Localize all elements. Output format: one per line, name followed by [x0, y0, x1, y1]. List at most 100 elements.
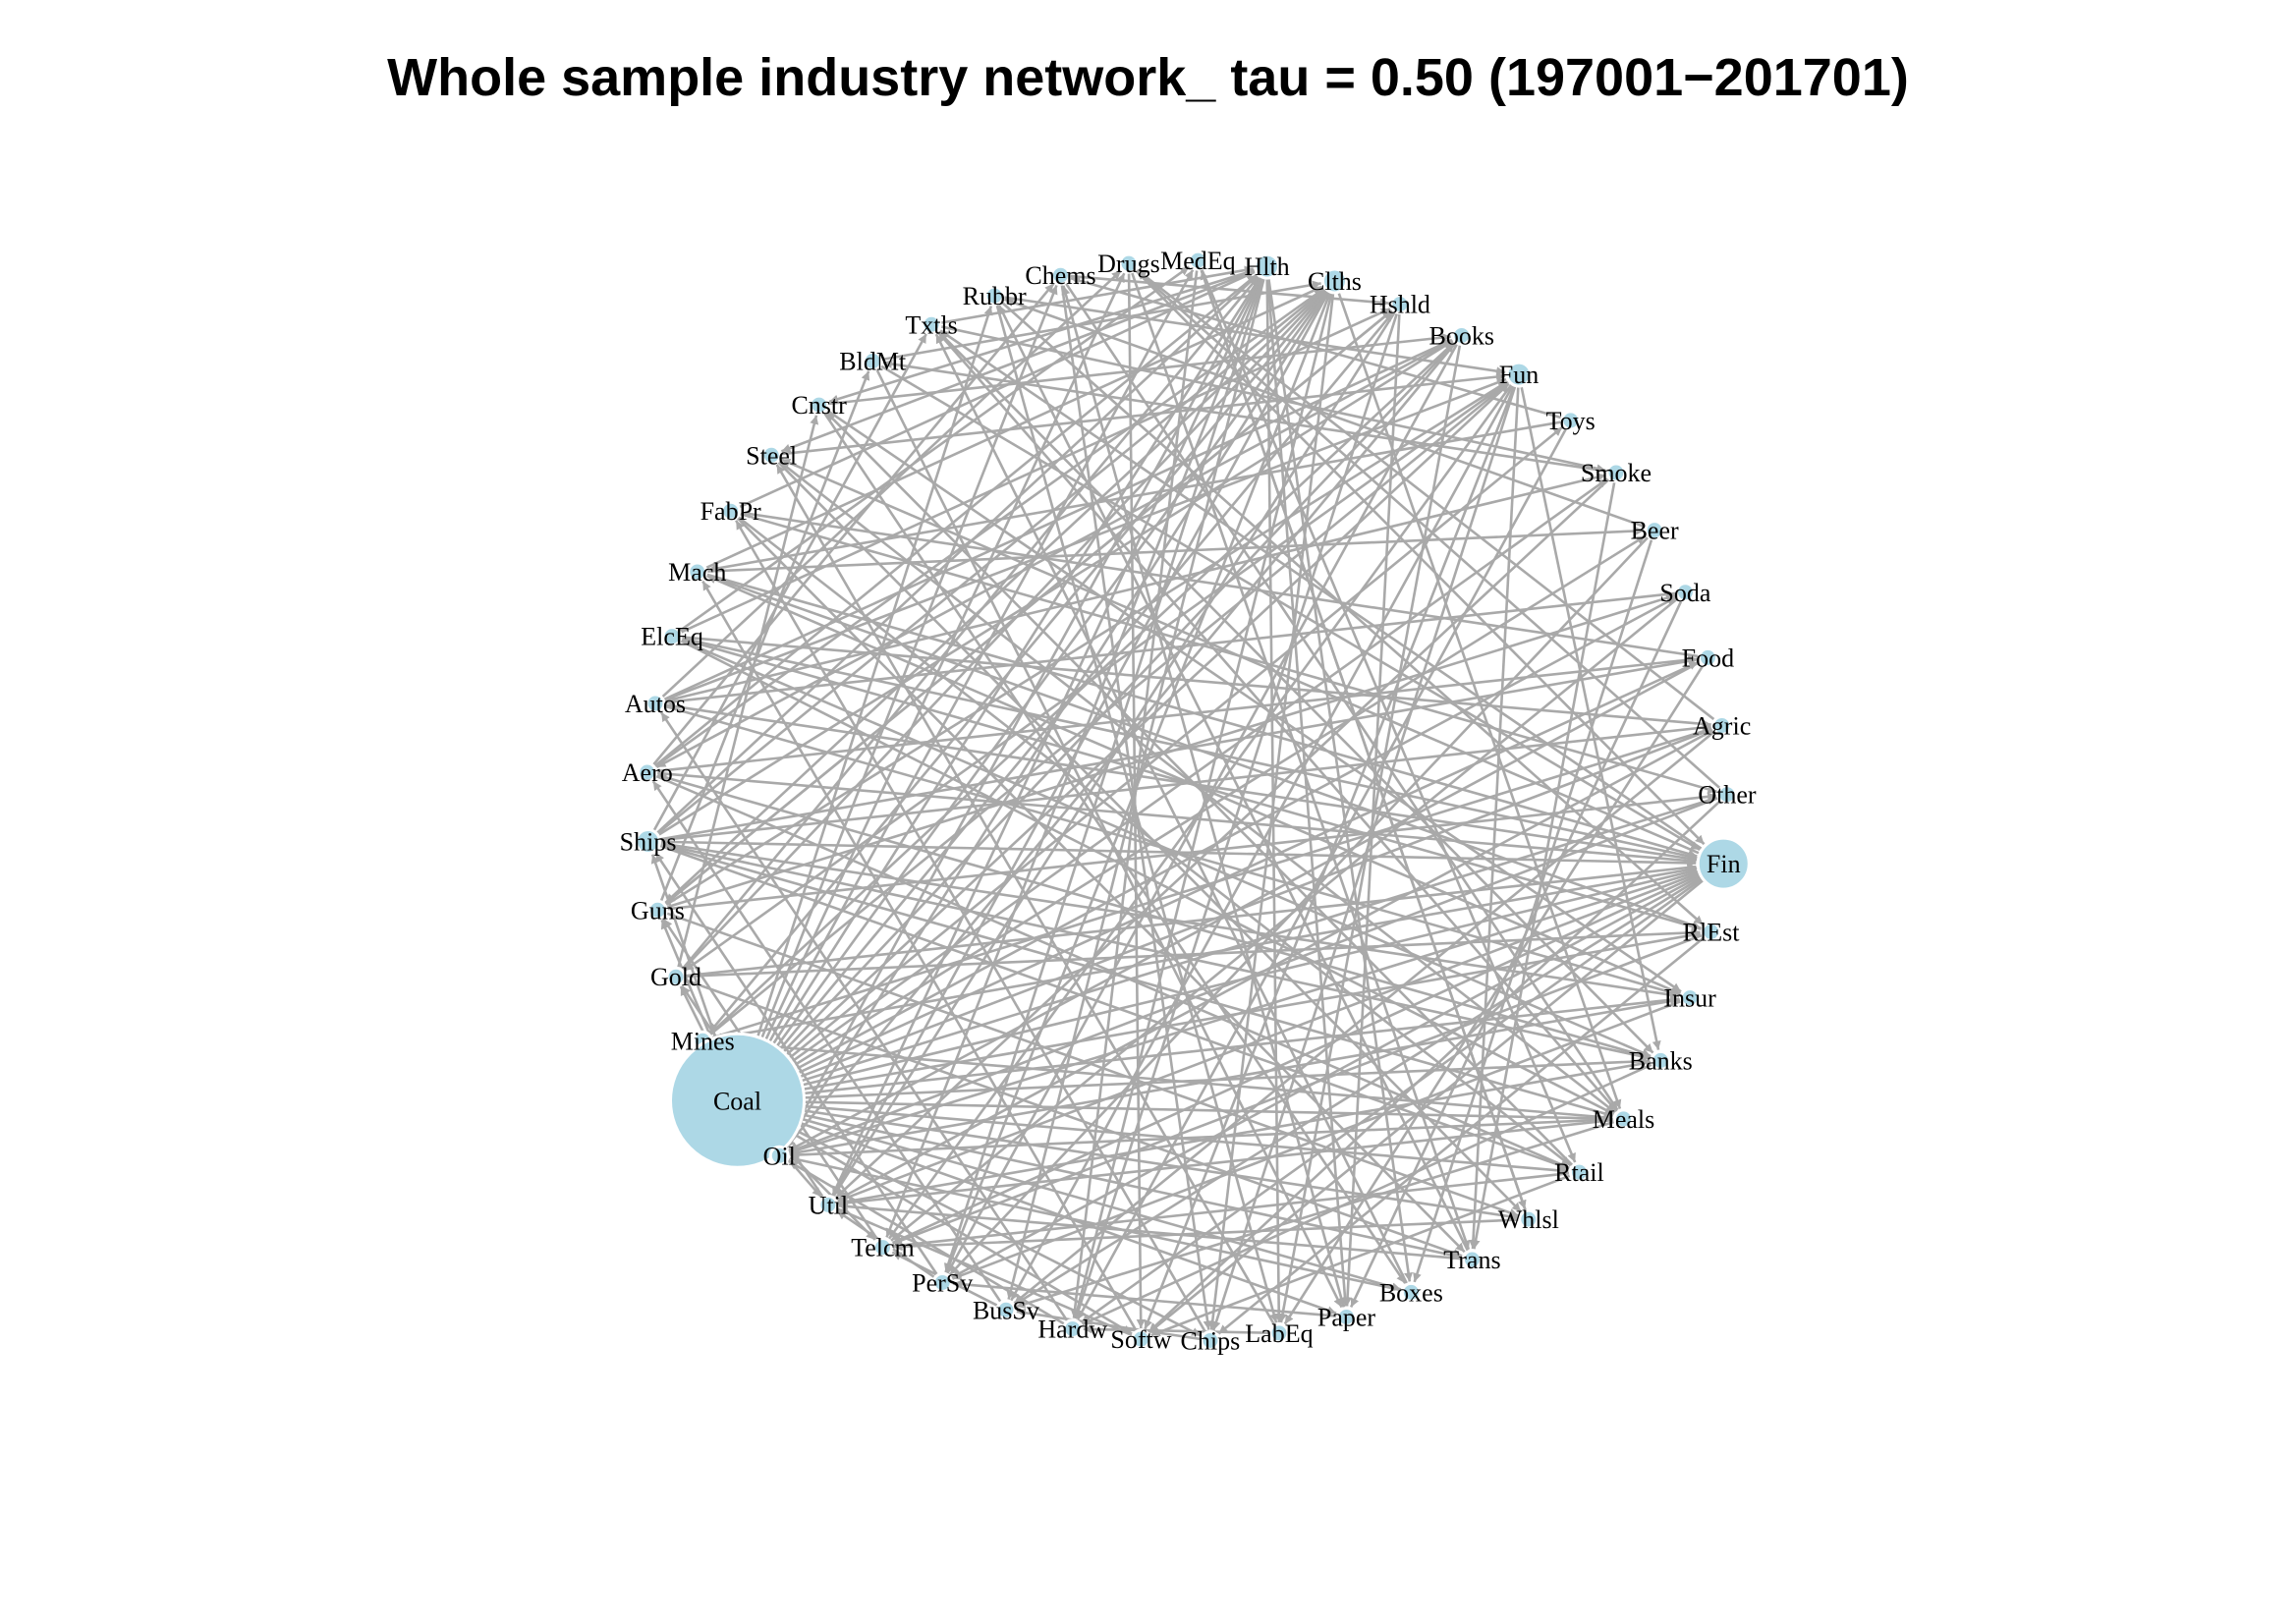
- node-whlsl: [1518, 1208, 1540, 1230]
- node-meals: [1612, 1108, 1634, 1130]
- node-label-whlsl: Whlsl: [1498, 1205, 1559, 1234]
- node-label-hshld: Hshld: [1370, 291, 1430, 319]
- edge-Ships-Txtls: [652, 333, 927, 832]
- edge-Softw-Util: [837, 1207, 1134, 1337]
- edge-Books-PerSv: [946, 342, 1459, 1274]
- edge-Clths-Util: [832, 290, 1330, 1197]
- edge-Ships-Books: [657, 340, 1454, 837]
- edge-FabPr-Other: [738, 512, 1717, 794]
- node-label-banks: Banks: [1629, 1046, 1693, 1075]
- edge-Steel-Fun: [779, 372, 1506, 456]
- edge-Books-Aero: [655, 338, 1455, 768]
- edge-Toys-Mach: [707, 420, 1563, 574]
- edge-Whlsl-MedEq: [1200, 270, 1528, 1211]
- node-label-meals: Meals: [1593, 1105, 1655, 1134]
- node-label-bussv: BusSv: [973, 1296, 1039, 1324]
- edge-Fin-PerSv: [951, 874, 1702, 1279]
- edge-Rubbr-Fun: [1002, 296, 1506, 376]
- node-elceq: [661, 626, 683, 647]
- edge-BldMt-Paper: [875, 368, 1343, 1309]
- edge-Steel-Whlsl: [776, 460, 1522, 1213]
- node-label-cnstr: Cnstr: [791, 391, 847, 420]
- node-label-food: Food: [1682, 644, 1734, 672]
- node-label-autos: Autos: [625, 690, 686, 718]
- node-label-bldmt: BldMt: [839, 348, 907, 376]
- edge-Boxes-Oil: [789, 1155, 1403, 1292]
- node-fun: [1505, 361, 1533, 388]
- edge-PerSv-Ships: [654, 852, 939, 1276]
- edge-ElcEq-Banks: [679, 639, 1652, 1058]
- edge-BusSv-Aero: [651, 780, 1003, 1304]
- node-food: [1697, 646, 1718, 668]
- edge-Agric-Util: [836, 728, 1715, 1202]
- node-cnstr: [809, 394, 830, 416]
- node-mach: [687, 561, 708, 583]
- node-label-labeq: LabEq: [1245, 1319, 1313, 1348]
- edge-Beer-Rubbr: [1004, 298, 1648, 529]
- node-bussv: [995, 1299, 1017, 1320]
- node-rlest: [1701, 921, 1722, 942]
- edge-LabEq-Steel: [775, 464, 1276, 1326]
- node-label-medeq: MedEq: [1160, 247, 1236, 275]
- edge-Food-Oil: [788, 660, 1702, 1152]
- node-autos: [644, 693, 666, 714]
- node-label-chems: Chems: [1025, 261, 1095, 290]
- node-oil: [768, 1145, 790, 1166]
- node-agric: [1711, 714, 1733, 736]
- edge-Trans-Rubbr: [997, 305, 1470, 1253]
- node-softw: [1130, 1328, 1151, 1350]
- edge-Rtail-Telcm: [893, 1171, 1571, 1250]
- node-label-clths: Clths: [1308, 267, 1362, 296]
- edge-Mines-Agric: [710, 727, 1712, 1039]
- edge-Fun-Banks: [1520, 385, 1661, 1050]
- edge-Rubbr-RlEst: [1000, 301, 1705, 926]
- edge-Aero-Chems: [651, 282, 1055, 766]
- node-label-rtail: Rtail: [1554, 1158, 1604, 1187]
- edge-Coal-Boxes: [801, 1117, 1402, 1292]
- edge-Hshld-Guns: [665, 308, 1394, 905]
- node-label-aero: Aero: [622, 758, 673, 787]
- node-label-boxes: Boxes: [1379, 1278, 1443, 1307]
- edge-Soda-Autos: [665, 591, 1677, 706]
- edge-Hshld-Util: [832, 310, 1397, 1197]
- node-insur: [1679, 987, 1701, 1009]
- edge-Boxes-Txtls: [934, 333, 1409, 1285]
- node-label-insur: Insur: [1663, 984, 1716, 1013]
- node-rubbr: [983, 285, 1005, 307]
- node-label-oil: Oil: [763, 1142, 796, 1170]
- node-rtail: [1568, 1161, 1590, 1183]
- edge-Autos-Drugs: [660, 269, 1122, 699]
- edge-ElcEq-Meals: [679, 639, 1615, 1116]
- edge-Toys-Chems: [1070, 276, 1563, 420]
- edge-Aero-Hlth: [652, 273, 1258, 768]
- node-fin: [1696, 836, 1751, 891]
- edge-Mach-Clths: [704, 285, 1323, 570]
- edge-Agric-BusSv: [1013, 730, 1716, 1305]
- node-telcm: [871, 1237, 893, 1259]
- node-banks: [1650, 1049, 1671, 1071]
- edge-Soda-Paper: [1349, 599, 1683, 1309]
- edge-Mines-Books: [707, 341, 1455, 1036]
- edge-ElcEq-Agric: [680, 636, 1711, 729]
- edge-Smoke-Util: [835, 477, 1611, 1199]
- edge-Fin-Mines: [712, 867, 1699, 1042]
- node-steel: [760, 444, 782, 466]
- edge-Softw-Mach: [701, 580, 1139, 1332]
- node-label-books: Books: [1429, 321, 1494, 350]
- edge-Gold-Clths: [681, 290, 1326, 972]
- edge-Mines-Meals: [711, 1039, 1613, 1122]
- node-label-hardw: Hardw: [1037, 1316, 1107, 1344]
- node-coal: [669, 1032, 807, 1169]
- node-toys: [1560, 410, 1582, 431]
- edge-Whlsl-Telcm: [893, 1218, 1520, 1252]
- edge-ElcEq-MedEq: [678, 265, 1191, 633]
- node-label-telcm: Telcm: [851, 1234, 915, 1262]
- edges-layer: [650, 265, 1722, 1341]
- edge-Meals-Txtls: [937, 331, 1619, 1113]
- edge-Beer-Boxes: [1413, 537, 1653, 1283]
- edge-Paper-Chems: [1061, 285, 1346, 1310]
- node-txtls: [921, 313, 942, 335]
- edge-Insur-PerSv: [951, 999, 1683, 1280]
- edge-Fin-BusSv: [1014, 875, 1703, 1306]
- edge-Gold-Hlth: [680, 276, 1260, 972]
